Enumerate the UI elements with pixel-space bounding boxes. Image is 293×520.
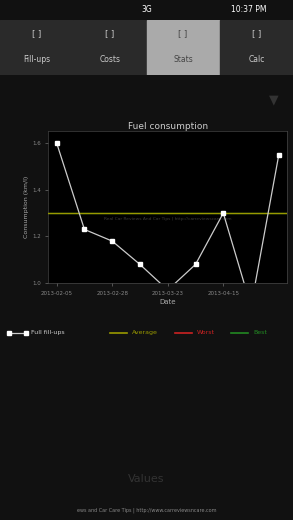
Text: Full fill-ups: Full fill-ups [31, 330, 65, 335]
Bar [0, 20, 73, 75]
Bar [220, 20, 293, 75]
Text: [ ]: [ ] [178, 29, 188, 38]
Text: Average: Average [132, 330, 158, 335]
Text: Costs: Costs [99, 55, 120, 64]
Text: [ ]: [ ] [105, 29, 115, 38]
Text: 10:37 PM: 10:37 PM [231, 6, 267, 15]
Text: Fuel consumption: Fuel consumption [20, 94, 144, 107]
Text: Best: Best [253, 330, 267, 335]
Text: Stats: Stats [173, 55, 193, 64]
Text: Real Car Reviews And Car Tips | http://carreviewscare.com: Real Car Reviews And Car Tips | http://c… [104, 217, 231, 222]
Text: Fill-ups: Fill-ups [23, 55, 50, 64]
Text: ews and Car Care Tips | http://www.carreviewsncare.com: ews and Car Care Tips | http://www.carre… [77, 507, 216, 513]
Y-axis label: Consumption (km/l): Consumption (km/l) [24, 176, 29, 238]
Title: Fuel consumption: Fuel consumption [128, 122, 208, 131]
Text: [ ]: [ ] [32, 29, 41, 38]
Text: Calc: Calc [248, 55, 265, 64]
X-axis label: Date: Date [159, 298, 176, 305]
Bar [73, 20, 146, 75]
Text: [ ]: [ ] [252, 29, 261, 38]
Bar [146, 20, 220, 75]
Text: Worst: Worst [197, 330, 215, 335]
Text: 3G: 3G [141, 6, 152, 15]
Text: ▼: ▼ [269, 94, 279, 107]
Text: Values: Values [128, 474, 165, 485]
